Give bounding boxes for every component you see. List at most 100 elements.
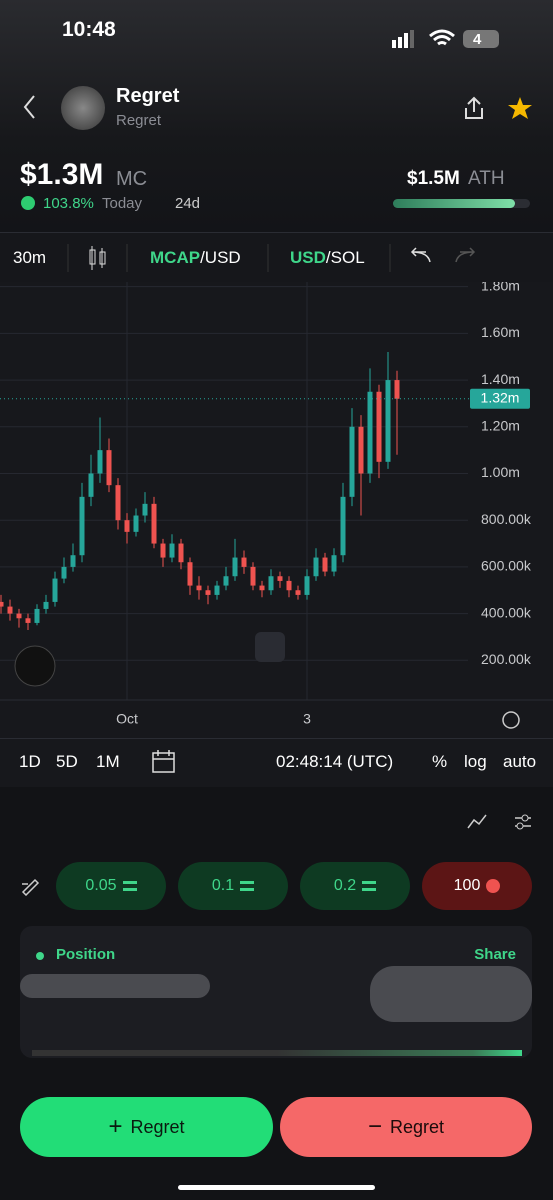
candle-body — [97, 450, 103, 474]
candle-body — [385, 380, 391, 462]
sell-pill[interactable]: 100 — [422, 862, 532, 910]
pair-rest: /USD — [200, 248, 241, 267]
position-title: Position — [56, 946, 116, 963]
candle-body — [124, 520, 130, 532]
change: 103.8% — [43, 195, 94, 212]
reset-button — [255, 632, 285, 662]
candle-body — [223, 576, 229, 586]
mc-label: MC — [116, 168, 148, 190]
token-avatar — [61, 86, 105, 130]
pair-highlight: USD — [290, 248, 326, 267]
candle-body — [214, 585, 220, 595]
candle-body — [52, 578, 58, 602]
price-chart: 1.80m 1.60m 1.40m 1.20m 1.00m 800.00k 600.00k 4… — [0, 282, 553, 738]
range-option[interactable]: 5D — [56, 752, 78, 771]
tv-logo — [14, 645, 56, 687]
pair-mcap[interactable]: MCAP/USD — [150, 248, 241, 268]
x-tick-label: Oct — [116, 711, 138, 727]
status-icons — [392, 29, 499, 48]
token-ticker: Regret — [116, 112, 162, 129]
chart-option[interactable]: % — [432, 752, 448, 771]
candle-body — [187, 562, 193, 586]
candle-body — [7, 606, 13, 614]
candle-body — [313, 557, 319, 577]
edit-icon[interactable] — [20, 876, 42, 896]
share-link[interactable]: Share — [474, 946, 516, 963]
utc-time: 02:48:14 (UTC) — [276, 752, 394, 771]
buy-amount: 0.1 — [211, 877, 235, 894]
candle-body — [259, 585, 265, 591]
range-option[interactable]: 1M — [96, 752, 120, 771]
candle-body — [196, 585, 202, 591]
candle-body — [88, 473, 94, 497]
chart-option[interactable]: log — [464, 752, 487, 771]
buy-amount: 0.2 — [333, 877, 357, 894]
candle-body — [358, 426, 364, 474]
home-indicator — [178, 1185, 375, 1190]
candle-body — [79, 496, 85, 556]
y-tick-label: 600.00k — [481, 558, 532, 574]
candle-body — [160, 543, 166, 558]
candle-body — [43, 601, 49, 609]
x-tick-label: 3 — [303, 711, 311, 727]
y-tick-label: 1.60m — [481, 324, 520, 340]
chart-option[interactable]: auto — [503, 752, 537, 771]
candle-body — [25, 618, 31, 623]
candle-body — [322, 557, 328, 572]
buy-pill[interactable]: 0.1 — [178, 862, 288, 910]
sell-button[interactable]: − Regret — [280, 1097, 532, 1157]
range-option[interactable]: 1D — [19, 752, 41, 771]
up-icon — [21, 196, 35, 210]
candle-body — [349, 426, 355, 497]
buy-pill[interactable]: 0.2 — [300, 862, 410, 910]
y-tick-label: 1.80m — [481, 282, 520, 293]
sol-icon — [122, 881, 137, 891]
y-tick-label: 1.20m — [481, 417, 520, 433]
pair-usd[interactable]: USD/SOL — [290, 248, 365, 268]
last-price-box — [470, 388, 530, 409]
status-time: 10:48 — [62, 18, 116, 41]
buy-button[interactable]: + Regret — [20, 1097, 273, 1157]
candle-body — [286, 580, 292, 591]
calendar-icon[interactable] — [150, 749, 178, 775]
sol-icon — [362, 881, 377, 891]
last-price-label: 1.32m — [481, 389, 520, 405]
interval[interactable]: 30m — [13, 248, 47, 267]
buy-pill[interactable]: 0.05 — [56, 862, 166, 910]
y-tick-label: 400.00k — [481, 604, 532, 620]
pair-highlight: MCAP — [150, 248, 201, 267]
candle-body — [169, 543, 175, 558]
header-actions[interactable] — [462, 94, 532, 122]
pair-rest: /SOL — [325, 248, 365, 267]
candle-body — [178, 543, 184, 563]
candle-body — [331, 555, 337, 572]
position-bar — [32, 1050, 522, 1056]
candle-body — [232, 557, 238, 577]
market-cap: $1.3M — [20, 158, 104, 191]
candle-body — [133, 515, 139, 532]
sell-amount: 100 — [453, 877, 481, 894]
candle-body — [241, 557, 247, 567]
candle-body — [151, 503, 157, 544]
candle-body — [394, 380, 400, 399]
back-button[interactable] — [20, 92, 40, 122]
token-name: Regret — [116, 85, 180, 107]
view-icons[interactable] — [465, 810, 535, 834]
candle-body — [376, 391, 382, 462]
candle-body — [61, 566, 67, 579]
ath-label: ATH — [468, 168, 505, 189]
candle-body — [250, 566, 256, 586]
redaction — [370, 966, 532, 1022]
ath-value: $1.5M — [407, 168, 460, 189]
ath-progress — [393, 199, 530, 208]
candle-body — [367, 391, 373, 474]
candle-body — [340, 496, 346, 556]
change-period: Today — [102, 195, 143, 212]
age: 24d — [175, 195, 201, 212]
candle-body — [205, 590, 211, 595]
battery-level: 4 — [473, 31, 482, 48]
position-card: Position Share — [20, 926, 532, 1058]
candle-body — [268, 576, 274, 591]
candle-body — [295, 590, 301, 595]
